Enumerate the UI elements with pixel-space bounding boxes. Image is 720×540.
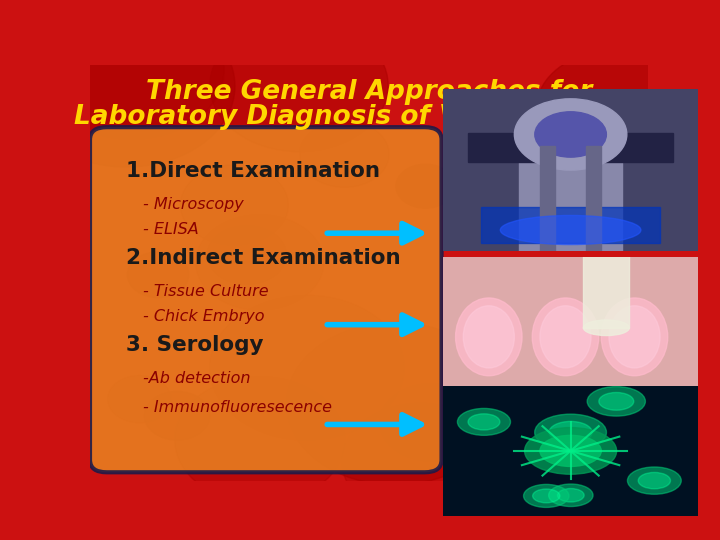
- Text: - ELISA: - ELISA: [143, 221, 199, 237]
- Bar: [520, 146, 622, 251]
- Circle shape: [535, 112, 606, 157]
- Circle shape: [533, 489, 560, 503]
- Text: Three General Approaches for: Three General Approaches for: [146, 79, 592, 105]
- Circle shape: [627, 467, 681, 494]
- Text: 2.Indirect Examination: 2.Indirect Examination: [126, 248, 401, 268]
- Circle shape: [588, 387, 645, 416]
- Circle shape: [210, 295, 404, 440]
- Bar: [481, 207, 660, 243]
- Circle shape: [39, 1, 224, 139]
- Ellipse shape: [500, 215, 641, 245]
- Circle shape: [514, 99, 627, 170]
- Circle shape: [144, 392, 210, 440]
- Circle shape: [286, 322, 504, 485]
- Circle shape: [379, 383, 484, 462]
- Text: - Microscopy: - Microscopy: [143, 197, 244, 212]
- Circle shape: [638, 472, 670, 489]
- Text: - Tissue Culture: - Tissue Culture: [143, 284, 269, 299]
- Ellipse shape: [601, 298, 667, 376]
- Circle shape: [535, 414, 606, 450]
- Circle shape: [108, 375, 171, 423]
- Circle shape: [342, 403, 499, 520]
- Circle shape: [549, 421, 592, 443]
- Circle shape: [210, 19, 388, 152]
- Circle shape: [181, 165, 289, 245]
- Circle shape: [557, 489, 584, 502]
- Circle shape: [511, 360, 598, 424]
- Bar: [469, 133, 673, 162]
- Circle shape: [457, 408, 510, 435]
- Circle shape: [540, 435, 601, 467]
- Circle shape: [549, 484, 593, 507]
- Ellipse shape: [609, 306, 660, 368]
- Circle shape: [127, 252, 189, 298]
- Circle shape: [468, 414, 500, 430]
- Text: - Immunofluoresecence: - Immunofluoresecence: [143, 400, 332, 415]
- Circle shape: [196, 215, 324, 310]
- FancyBboxPatch shape: [90, 127, 441, 472]
- Circle shape: [175, 376, 345, 503]
- Text: Laboratory Diagnosis of Viral Infections: Laboratory Diagnosis of Viral Infections: [73, 104, 665, 130]
- Text: - Chick Embryo: - Chick Embryo: [143, 309, 264, 324]
- Bar: [540, 146, 555, 251]
- Circle shape: [599, 393, 634, 410]
- Bar: [586, 146, 601, 251]
- Ellipse shape: [463, 306, 514, 368]
- Circle shape: [396, 164, 455, 208]
- Ellipse shape: [540, 306, 591, 368]
- Circle shape: [300, 121, 389, 187]
- Text: 1.Direct Examination: 1.Direct Examination: [126, 161, 380, 181]
- Ellipse shape: [583, 320, 629, 335]
- Circle shape: [536, 50, 692, 167]
- Text: -Ab detection: -Ab detection: [143, 371, 251, 386]
- Ellipse shape: [532, 298, 599, 376]
- Circle shape: [523, 484, 569, 508]
- Circle shape: [207, 225, 287, 285]
- Circle shape: [525, 428, 616, 474]
- Ellipse shape: [456, 298, 522, 376]
- Bar: [583, 224, 629, 328]
- Circle shape: [17, 5, 235, 167]
- Text: 3. Serology: 3. Serology: [126, 335, 264, 355]
